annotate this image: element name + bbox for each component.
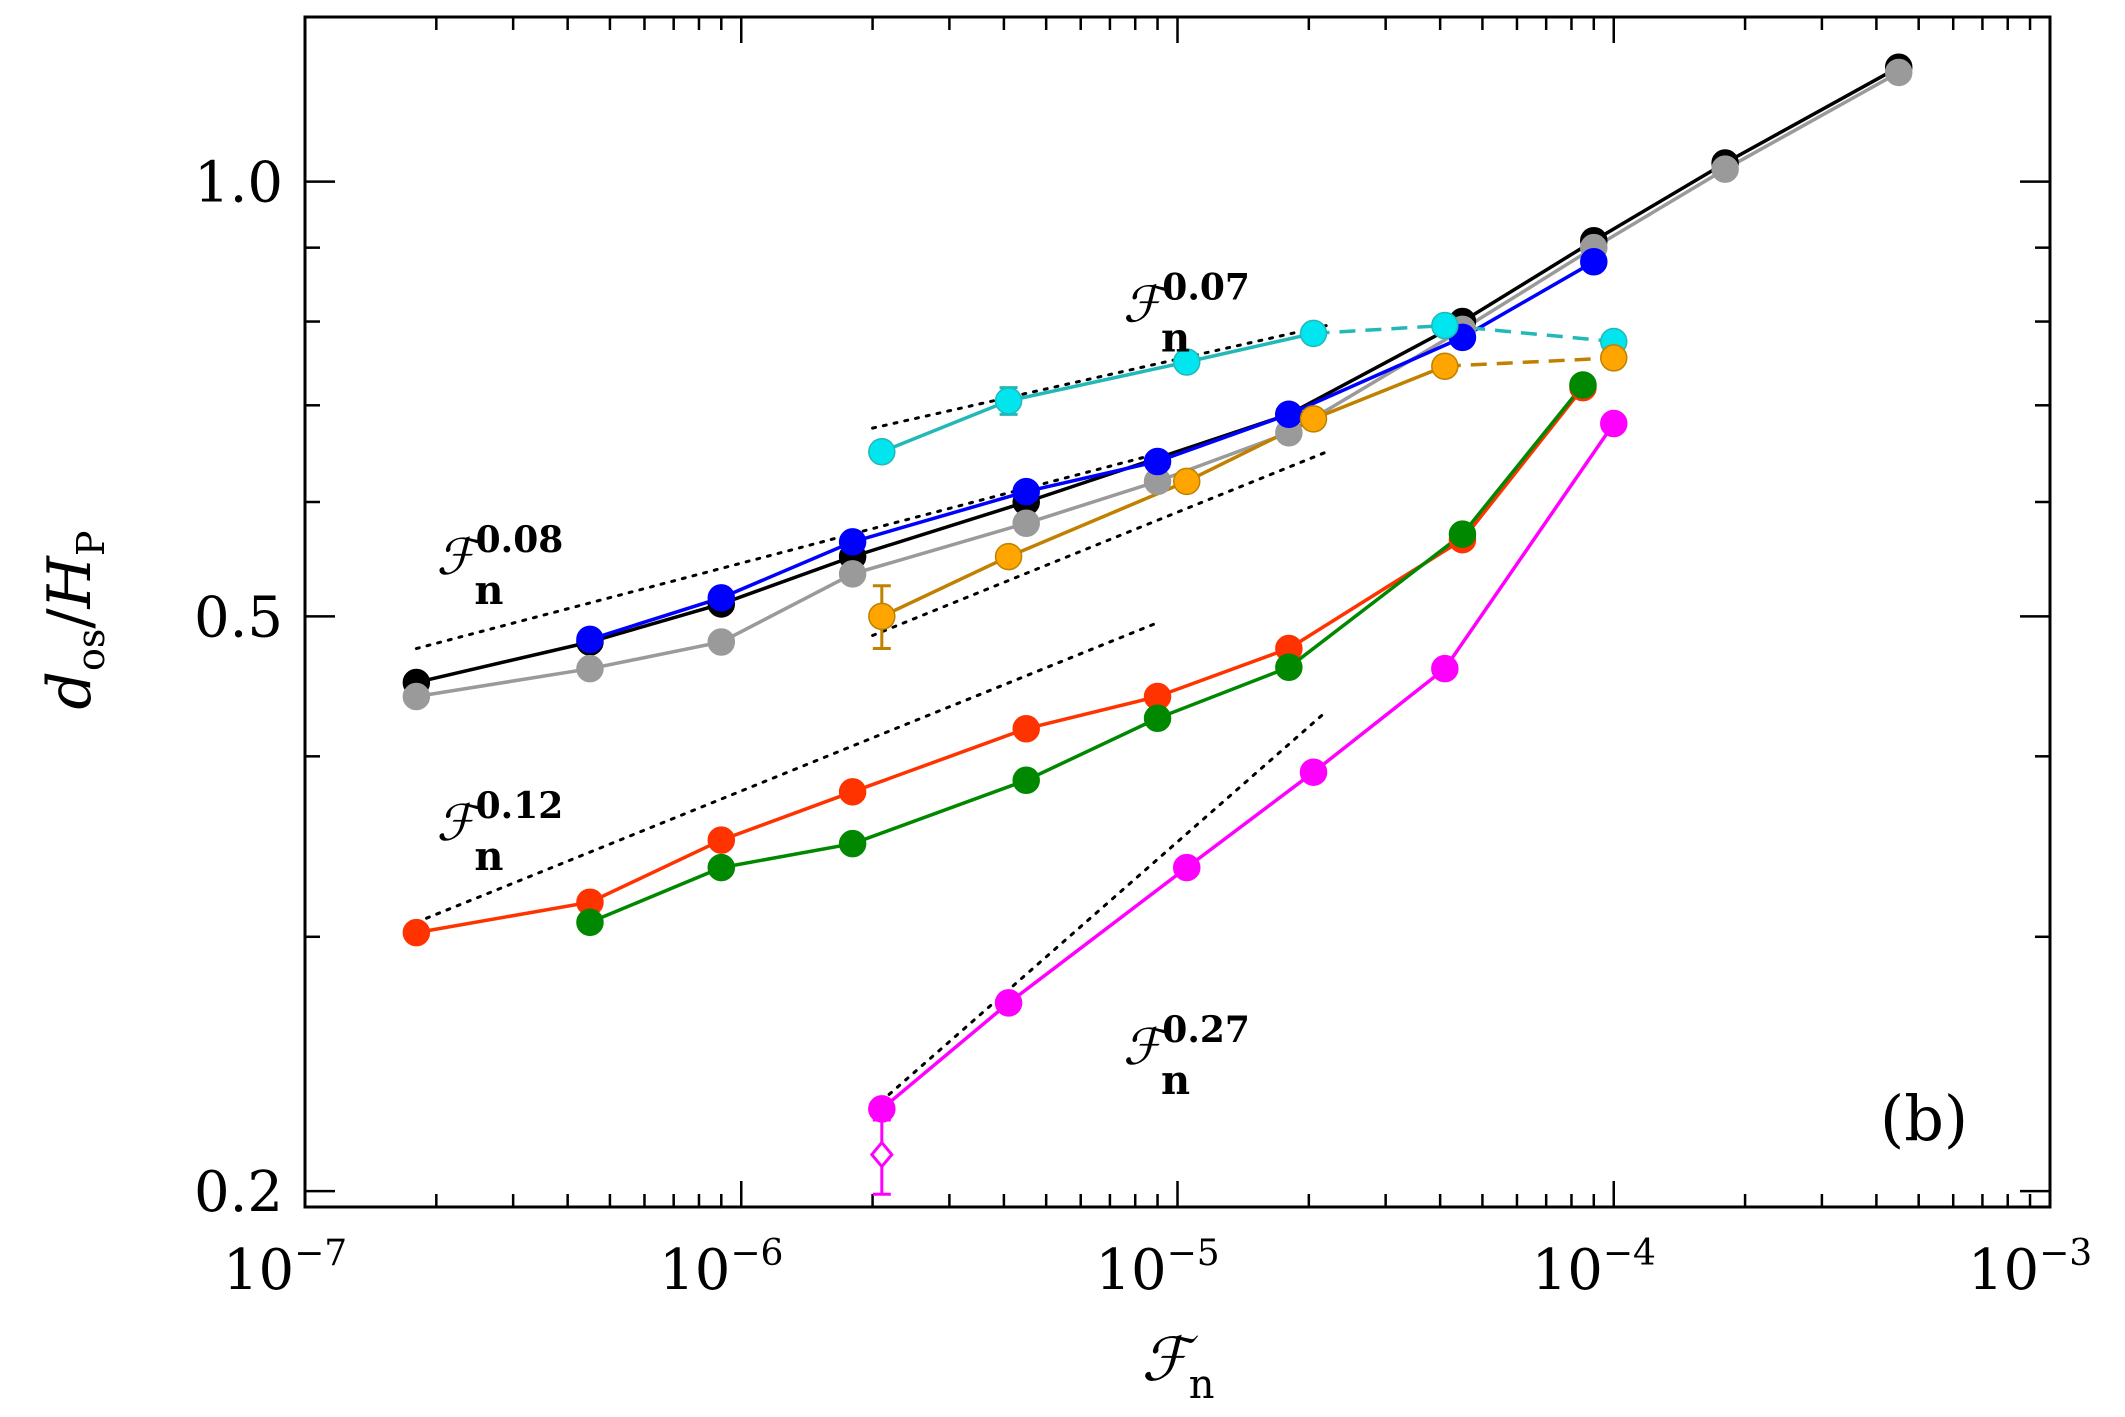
series-lines bbox=[416, 65, 1900, 1111]
chart-labels: (b) 10−7 10−6 10−5 10−4 10−3 0.2 0.5 1.0 ℱn dos/H… bbox=[35, 151, 2092, 1408]
data-point-cyan bbox=[994, 387, 1023, 415]
data-point-magenta bbox=[1299, 758, 1328, 786]
data-point-blue bbox=[838, 528, 867, 556]
data-point-red bbox=[1012, 714, 1040, 743]
x-tick-label: 10−6 bbox=[659, 1233, 783, 1303]
data-point-green bbox=[1569, 371, 1597, 399]
data-point-gray bbox=[402, 682, 431, 711]
fit-line bbox=[871, 450, 1329, 637]
data-point-cyan bbox=[868, 438, 896, 466]
data-point-green bbox=[838, 829, 867, 858]
y-axis-title: dos/HP bbox=[35, 531, 113, 710]
data-point-gray bbox=[1012, 509, 1040, 538]
series-line-magenta bbox=[880, 422, 1616, 1111]
data-point-green bbox=[1143, 704, 1172, 733]
power-law-label: ℱ0.08 n bbox=[436, 519, 563, 614]
data-point-gray bbox=[1711, 155, 1739, 183]
series-line-cyan bbox=[881, 331, 1314, 454]
x-axis-title: ℱn bbox=[1142, 1325, 1215, 1408]
data-point-magenta bbox=[994, 989, 1023, 1017]
data-point-orange bbox=[1600, 344, 1628, 372]
series-line-blue bbox=[589, 260, 1595, 642]
fit-line bbox=[414, 621, 1160, 924]
power-law-label: ℱ0.12 n bbox=[436, 785, 563, 880]
series-line-green bbox=[589, 383, 1585, 924]
data-point-blue bbox=[1143, 447, 1172, 476]
data-point-red bbox=[707, 826, 736, 854]
data-point-orange bbox=[868, 602, 896, 631]
data-point-diamond bbox=[869, 1140, 894, 1169]
x-tick-label: 10−4 bbox=[1532, 1233, 1656, 1303]
data-point-magenta bbox=[1431, 654, 1459, 683]
data-point-green bbox=[1012, 766, 1040, 795]
x-tick-label: 10−5 bbox=[1095, 1233, 1219, 1303]
fit-line bbox=[871, 709, 1329, 1111]
y-tick-label: 1.0 bbox=[194, 151, 283, 216]
x-tick-label: 10−3 bbox=[1968, 1233, 2092, 1303]
power-law-label: ℱ0.27 n bbox=[1123, 1009, 1250, 1104]
axes-frame bbox=[303, 15, 2052, 1209]
data-point-red bbox=[838, 778, 867, 806]
panel-label: (b) bbox=[1880, 1082, 1968, 1155]
power-law-label: ℱ0.07 n bbox=[1123, 267, 1250, 362]
data-point-cyan bbox=[1172, 348, 1201, 376]
fit-line bbox=[871, 323, 1329, 430]
data-point-magenta bbox=[1600, 409, 1628, 438]
data-point-orange bbox=[1299, 405, 1328, 433]
series-line-gray bbox=[416, 70, 1900, 699]
data-point-magenta bbox=[1172, 853, 1201, 882]
data-point-blue bbox=[1275, 400, 1303, 429]
data-point-green bbox=[1448, 520, 1477, 548]
y-tick-label: 0.2 bbox=[194, 1160, 283, 1225]
data-point-green bbox=[1275, 653, 1303, 682]
y-tick-label: 0.5 bbox=[194, 585, 283, 650]
data-point-orange bbox=[1431, 352, 1459, 380]
data-point-orange bbox=[1172, 467, 1201, 496]
data-point-orange bbox=[994, 542, 1023, 571]
data-point-blue bbox=[707, 584, 736, 612]
series-markers bbox=[402, 53, 1913, 1196]
data-point-blue bbox=[1580, 248, 1608, 276]
data-point-green bbox=[707, 853, 736, 882]
data-point-gray bbox=[576, 654, 604, 683]
data-point-cyan bbox=[1299, 319, 1328, 348]
data-point-cyan bbox=[1431, 311, 1459, 340]
data-point-blue bbox=[576, 625, 604, 654]
series-dashed-orange bbox=[1444, 356, 1614, 368]
x-tick-label: 10−7 bbox=[223, 1233, 347, 1303]
data-point-green bbox=[576, 908, 604, 937]
data-point-blue bbox=[1012, 477, 1040, 506]
data-point-gray bbox=[838, 560, 867, 588]
data-point-gray bbox=[1884, 58, 1913, 87]
data-point-red bbox=[402, 918, 431, 947]
data-point-magenta bbox=[868, 1095, 896, 1123]
data-point-gray bbox=[707, 628, 736, 656]
